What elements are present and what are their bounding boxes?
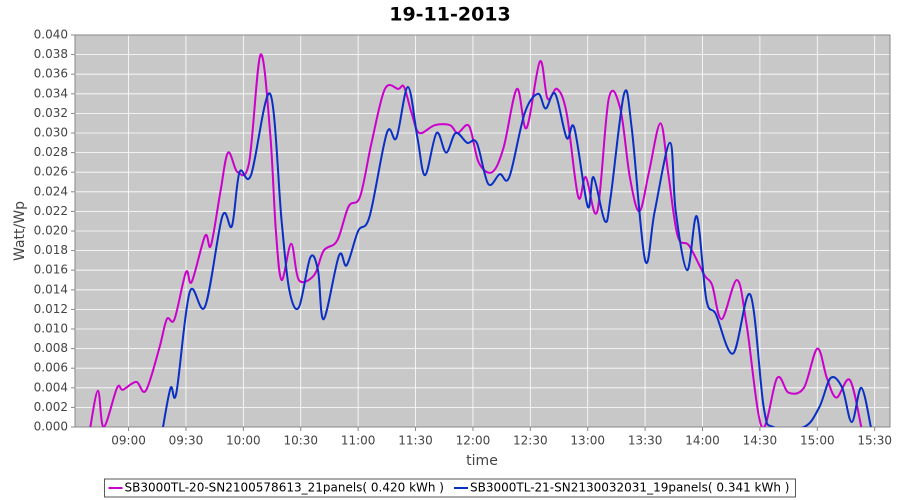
y-tick-label: 0.032: [34, 106, 68, 120]
y-tick-label: 0.028: [34, 145, 68, 159]
y-tick-label: 0.022: [34, 204, 68, 218]
y-tick-label: 0.006: [34, 361, 68, 375]
y-axis-label: Watt/Wp: [12, 201, 28, 261]
y-tick-label: 0.004: [34, 380, 68, 394]
y-tick-label: 0.014: [34, 282, 68, 296]
x-tick-label: 12:00: [456, 434, 491, 448]
legend-box: [104, 478, 796, 498]
y-tick-label: 0.010: [34, 322, 68, 336]
y-tick-label: 0.036: [34, 67, 68, 81]
x-axis-label: time: [466, 453, 498, 469]
x-tick-label: 11:00: [341, 434, 376, 448]
y-tick-label: 0.034: [34, 86, 68, 100]
x-tick-label: 09:00: [111, 434, 146, 448]
y-tick-label: 0.016: [34, 263, 68, 277]
y-tick-label: 0.024: [34, 184, 68, 198]
y-tick-label: 0.002: [34, 400, 68, 414]
x-tick-label: 15:00: [800, 434, 835, 448]
x-tick-label: 14:00: [685, 434, 720, 448]
x-tick-label: 14:30: [743, 434, 778, 448]
y-tick-label: 0.018: [34, 243, 68, 257]
x-tick-label: 13:30: [628, 434, 663, 448]
y-tick-label: 0.012: [34, 302, 68, 316]
plot-border: [74, 34, 891, 428]
y-tick-label: 0.040: [34, 28, 68, 42]
x-tick-label: 15:30: [857, 434, 892, 448]
y-tick-label: 0.008: [34, 341, 68, 355]
x-tick-label: 12:30: [513, 434, 548, 448]
data-line: [162, 85, 872, 427]
x-tick-label: 13:00: [570, 434, 605, 448]
y-tick-label: 0.030: [34, 126, 68, 140]
legend-label: SB3000TL-20-SN2100578613_21panels( 0.420…: [125, 481, 444, 495]
chart-title: 19-11-2013: [389, 4, 511, 26]
y-tick-label: 0.020: [34, 224, 68, 238]
x-tick-label: 10:00: [226, 434, 261, 448]
x-tick-label: 09:30: [169, 434, 204, 448]
x-tick-label: 11:30: [398, 434, 433, 448]
x-tick-label: 10:30: [283, 434, 318, 448]
y-tick-label: 0.038: [34, 47, 68, 61]
legend: SB3000TL-20-SN2100578613_21panels( 0.420…: [104, 478, 796, 498]
y-tick-label: 0.026: [34, 165, 68, 179]
legend-label: SB3000TL-21-SN2130032031_19panels( 0.341…: [470, 481, 789, 495]
y-tick-label: 0.000: [34, 420, 68, 434]
